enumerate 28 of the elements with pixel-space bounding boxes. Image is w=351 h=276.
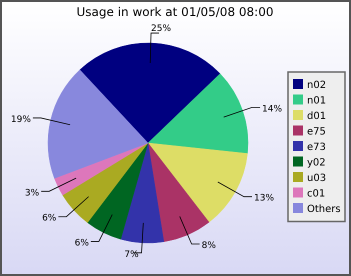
legend-label: u03 xyxy=(307,173,326,184)
data-label: 14% xyxy=(262,104,283,114)
pie-slice xyxy=(148,73,248,154)
pie-slice xyxy=(54,142,148,196)
legend-label: c01 xyxy=(307,188,326,200)
data-label: 25% xyxy=(151,24,172,34)
data-label: 8% xyxy=(202,240,216,251)
legend-label: n02 xyxy=(307,80,326,91)
data-label: 3% xyxy=(24,188,40,198)
pie-slice xyxy=(80,42,220,144)
legend-label: Others xyxy=(307,204,341,215)
pie-slice xyxy=(148,142,248,222)
legend-label: e75 xyxy=(307,126,326,138)
pie-slice xyxy=(48,70,148,179)
legend-label: n01 xyxy=(307,96,326,106)
data-label: 6% xyxy=(74,238,90,248)
data-label: 19% xyxy=(10,114,32,125)
pie-slice xyxy=(62,142,148,223)
pie-slice xyxy=(148,142,210,242)
legend-label: e73 xyxy=(307,142,326,153)
data-label: 13% xyxy=(254,194,274,204)
data-label: 6% xyxy=(42,214,57,224)
data-label: 7% xyxy=(124,250,140,260)
pie-slice xyxy=(87,142,148,240)
pie-slice xyxy=(120,142,164,244)
legend-label: d01 xyxy=(307,111,326,122)
chart-title: Usage in work at 01/05/08 08:00 xyxy=(76,5,274,19)
legend-label: y02 xyxy=(307,158,326,168)
